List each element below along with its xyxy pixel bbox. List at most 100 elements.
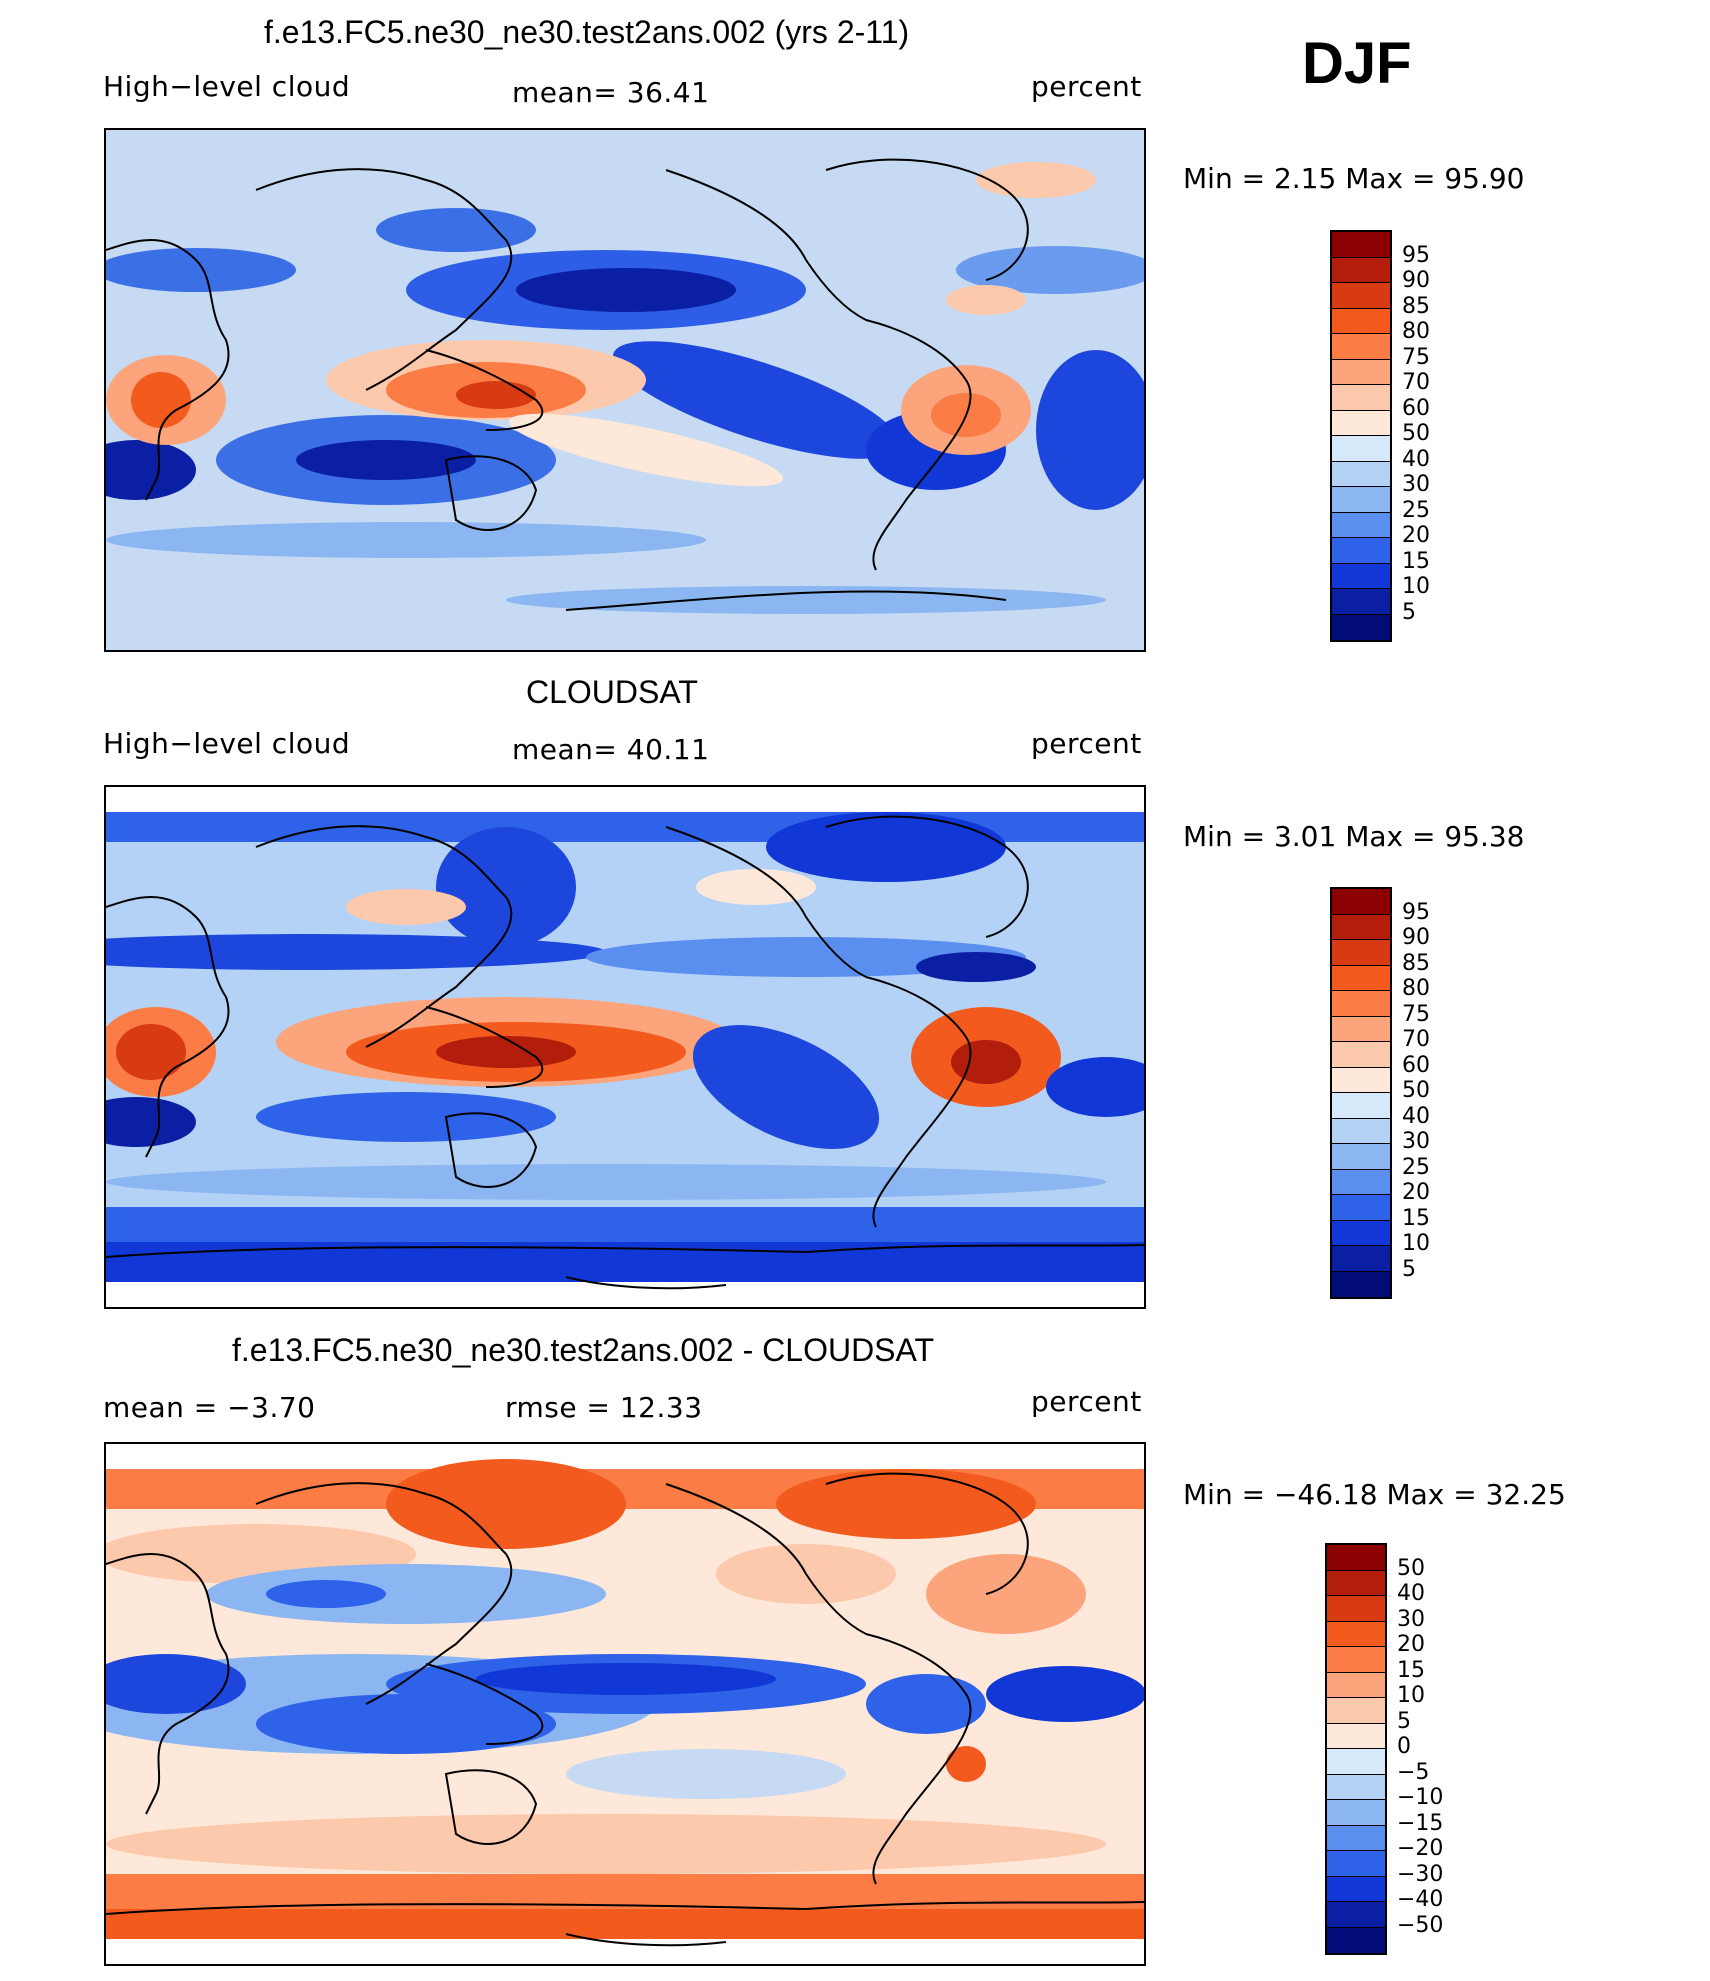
panel3-mean-label: mean = −3.70 — [103, 1391, 316, 1424]
colorbar-cell — [1332, 965, 1390, 991]
colorbar-tick-label: 90 — [1402, 925, 1430, 950]
colorbar-tick-label: −30 — [1397, 1861, 1444, 1887]
colorbar-cell — [1327, 1723, 1385, 1749]
colorbar-cell — [1332, 1016, 1390, 1042]
panel1-map — [104, 128, 1146, 652]
panel2-mean-label: mean= 40.11 — [512, 733, 710, 766]
colorbar-tick-label: 95 — [1402, 242, 1430, 268]
colorbar-cell — [1332, 1118, 1390, 1144]
colorbar-cell — [1327, 1851, 1385, 1877]
colorbar-cell — [1327, 1570, 1385, 1596]
colorbar-cell — [1332, 257, 1390, 283]
colorbar-tick-label: 70 — [1402, 370, 1430, 395]
colorbar-cell — [1327, 1774, 1385, 1800]
colorbar-cell — [1327, 1545, 1385, 1571]
panel3-map — [104, 1442, 1146, 1966]
colorbar-cell — [1332, 334, 1390, 360]
colorbar-tick-label: 60 — [1402, 1052, 1430, 1078]
colorbar-tick-label: 60 — [1402, 395, 1430, 421]
colorbar-tick-label: 85 — [1402, 293, 1430, 319]
colorbar-cell — [1332, 538, 1390, 564]
colorbar-tick-label: −50 — [1397, 1912, 1444, 1938]
panel3-colorbar — [1325, 1543, 1387, 1955]
colorbar-tick-label: 75 — [1402, 344, 1430, 370]
colorbar-cell — [1327, 1647, 1385, 1673]
colorbar-tick-label: 10 — [1402, 574, 1430, 599]
panel3-units-label: percent — [1031, 1385, 1142, 1418]
colorbar-cell — [1327, 1927, 1385, 1953]
colorbar-cell — [1332, 1042, 1390, 1068]
colorbar-cell — [1332, 436, 1390, 462]
colorbar-tick-label: 20 — [1397, 1632, 1425, 1657]
colorbar-cell — [1332, 1093, 1390, 1119]
colorbar-cell — [1327, 1876, 1385, 1902]
panel1-mean-label: mean= 36.41 — [512, 76, 710, 109]
colorbar-cell — [1332, 410, 1390, 436]
colorbar-cell — [1332, 940, 1390, 966]
colorbar-cell — [1332, 308, 1390, 334]
colorbar-tick-label: 25 — [1402, 497, 1430, 523]
panel1-map-field — [106, 130, 1144, 650]
panel3-title: f.e13.FC5.ne30_ne30.test2ans.002 - CLOUD… — [232, 1332, 935, 1368]
panel3-map-field — [106, 1459, 1144, 1947]
panel2-map — [104, 785, 1146, 1309]
colorbar-tick-label: 70 — [1402, 1027, 1430, 1052]
colorbar-tick-label: 85 — [1402, 950, 1430, 976]
colorbar-tick-label: 0 — [1397, 1734, 1411, 1759]
colorbar-cell — [1332, 1067, 1390, 1093]
panel3-minmax: Min = −46.18 Max = 32.25 — [1183, 1478, 1566, 1511]
colorbar-cell — [1332, 1246, 1390, 1272]
panel2-minmax: Min = 3.01 Max = 95.38 — [1183, 820, 1525, 853]
colorbar-tick-label: 5 — [1397, 1708, 1411, 1734]
colorbar-tick-label: 15 — [1397, 1657, 1425, 1683]
colorbar-tick-label: 50 — [1397, 1555, 1425, 1581]
colorbar-tick-label: −10 — [1397, 1785, 1444, 1810]
season-label: DJF — [1302, 31, 1412, 96]
colorbar-tick-label: 15 — [1402, 548, 1430, 574]
colorbar-tick-label: 50 — [1402, 1078, 1430, 1103]
panel2-variable-label: High−level cloud — [103, 727, 351, 760]
colorbar-tick-label: 10 — [1397, 1683, 1425, 1708]
colorbar-cell — [1332, 889, 1390, 915]
colorbar-cell — [1332, 385, 1390, 411]
colorbar-tick-label: 30 — [1402, 472, 1430, 497]
colorbar-cell — [1332, 512, 1390, 538]
colorbar-tick-label: 80 — [1402, 319, 1430, 344]
colorbar-cell — [1332, 991, 1390, 1017]
panel2-units-label: percent — [1031, 727, 1142, 760]
colorbar-tick-label: 30 — [1402, 1129, 1430, 1154]
colorbar-cell — [1327, 1596, 1385, 1622]
panel1-variable-label: High−level cloud — [103, 70, 351, 103]
colorbar-tick-label: −20 — [1397, 1836, 1444, 1861]
colorbar-cell — [1332, 914, 1390, 940]
colorbar-cell — [1327, 1749, 1385, 1775]
colorbar-cell — [1332, 487, 1390, 513]
colorbar-tick-label: 15 — [1402, 1205, 1430, 1231]
panel3-rmse-label: rmse = 12.33 — [505, 1391, 703, 1424]
panel1-minmax: Min = 2.15 Max = 95.90 — [1183, 162, 1525, 195]
colorbar-tick-label: 40 — [1397, 1581, 1425, 1606]
panel2-colorbar — [1330, 887, 1392, 1299]
colorbar-cell — [1332, 1220, 1390, 1246]
colorbar-tick-label: 30 — [1397, 1606, 1425, 1632]
colorbar-cell — [1332, 563, 1390, 589]
colorbar-cell — [1332, 283, 1390, 309]
colorbar-cell — [1332, 589, 1390, 615]
colorbar-tick-label: 40 — [1402, 446, 1430, 472]
colorbar-tick-label: 5 — [1402, 1256, 1416, 1282]
panel1-units-label: percent — [1031, 70, 1142, 103]
colorbar-tick-label: 5 — [1402, 599, 1416, 625]
colorbar-tick-label: 50 — [1402, 421, 1430, 446]
colorbar-tick-label: 40 — [1402, 1103, 1430, 1129]
colorbar-cell — [1327, 1825, 1385, 1851]
panel2-title: CLOUDSAT — [526, 674, 698, 710]
colorbar-cell — [1332, 614, 1390, 640]
colorbar-tick-label: −15 — [1397, 1810, 1444, 1836]
panel2-map-field — [106, 812, 1144, 1290]
colorbar-tick-label: 90 — [1402, 268, 1430, 293]
colorbar-cell — [1327, 1672, 1385, 1698]
colorbar-tick-label: 95 — [1402, 899, 1430, 925]
colorbar-cell — [1327, 1698, 1385, 1724]
colorbar-tick-label: 20 — [1402, 1180, 1430, 1205]
colorbar-cell — [1327, 1621, 1385, 1647]
